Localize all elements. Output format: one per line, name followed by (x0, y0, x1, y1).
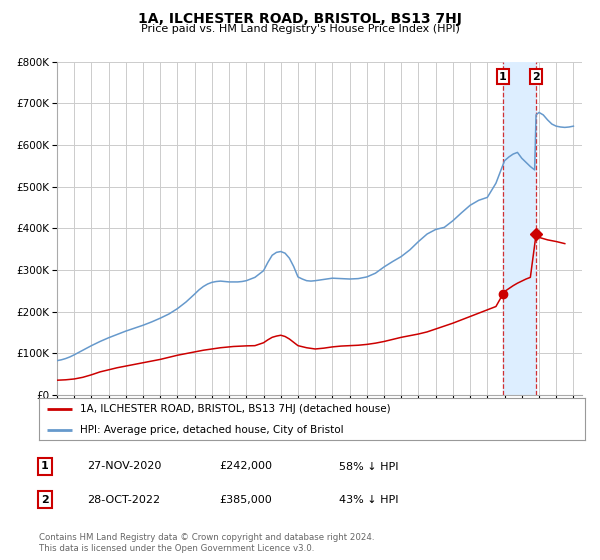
Text: Contains HM Land Registry data © Crown copyright and database right 2024.
This d: Contains HM Land Registry data © Crown c… (39, 533, 374, 553)
Text: Price paid vs. HM Land Registry's House Price Index (HPI): Price paid vs. HM Land Registry's House … (140, 24, 460, 34)
Text: 1A, ILCHESTER ROAD, BRISTOL, BS13 7HJ: 1A, ILCHESTER ROAD, BRISTOL, BS13 7HJ (138, 12, 462, 26)
Text: HPI: Average price, detached house, City of Bristol: HPI: Average price, detached house, City… (80, 426, 344, 435)
Text: 28-OCT-2022: 28-OCT-2022 (87, 494, 160, 505)
Text: 27-NOV-2020: 27-NOV-2020 (87, 461, 161, 472)
Text: 1A, ILCHESTER ROAD, BRISTOL, BS13 7HJ (detached house): 1A, ILCHESTER ROAD, BRISTOL, BS13 7HJ (d… (80, 404, 391, 414)
Text: £385,000: £385,000 (219, 494, 272, 505)
Text: 2: 2 (532, 72, 540, 82)
Text: 43% ↓ HPI: 43% ↓ HPI (339, 494, 398, 505)
Text: 58% ↓ HPI: 58% ↓ HPI (339, 461, 398, 472)
Text: 1: 1 (41, 461, 49, 472)
Text: 1: 1 (499, 72, 507, 82)
Bar (503, 62, 536, 395)
Text: 2: 2 (41, 494, 49, 505)
Text: £242,000: £242,000 (219, 461, 272, 472)
